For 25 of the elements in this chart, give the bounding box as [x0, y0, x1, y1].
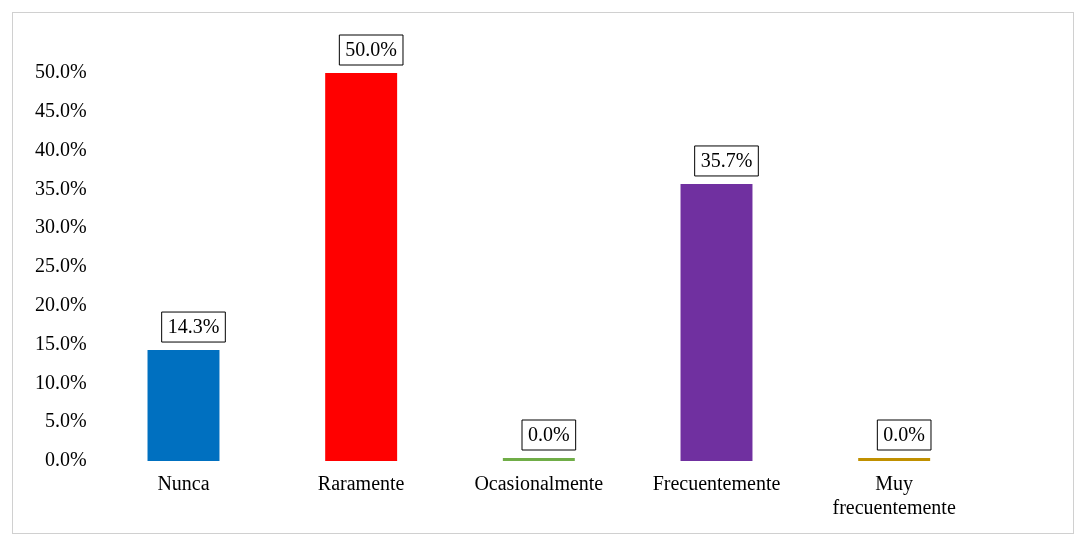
bar: [325, 73, 398, 461]
data-label: 14.3%: [167, 315, 220, 338]
x-tick-label: Raramente: [317, 472, 405, 495]
data-label: 0.0%: [883, 423, 925, 446]
bar: [680, 183, 753, 461]
y-tick-label: 15.0%: [34, 331, 87, 354]
data-label: 0.0%: [527, 423, 570, 446]
y-tick-label: 5.0%: [44, 409, 87, 432]
data-label: 35.7%: [700, 149, 753, 172]
y-tick-label: 0.0%: [44, 448, 87, 471]
y-tick-label: 30.0%: [34, 215, 87, 238]
x-tick-label: Nunca: [157, 472, 210, 495]
y-tick-label: 40.0%: [34, 137, 87, 160]
bar: [502, 458, 575, 461]
x-tick-label: Ocasionalmente: [474, 472, 604, 495]
y-tick-label: 20.0%: [34, 293, 87, 316]
y-tick-label: 35.0%: [34, 176, 87, 199]
x-tick-label: Muy frecuentemente: [832, 472, 956, 519]
y-tick-label: 50.0%: [34, 60, 87, 83]
y-tick-label: 45.0%: [34, 99, 87, 122]
data-label: 50.0%: [345, 38, 397, 61]
y-tick-label: 25.0%: [34, 254, 87, 277]
x-tick-label: Frecuentemente: [652, 472, 781, 495]
y-tick-label: 10.0%: [34, 370, 87, 393]
bar: [858, 458, 931, 461]
